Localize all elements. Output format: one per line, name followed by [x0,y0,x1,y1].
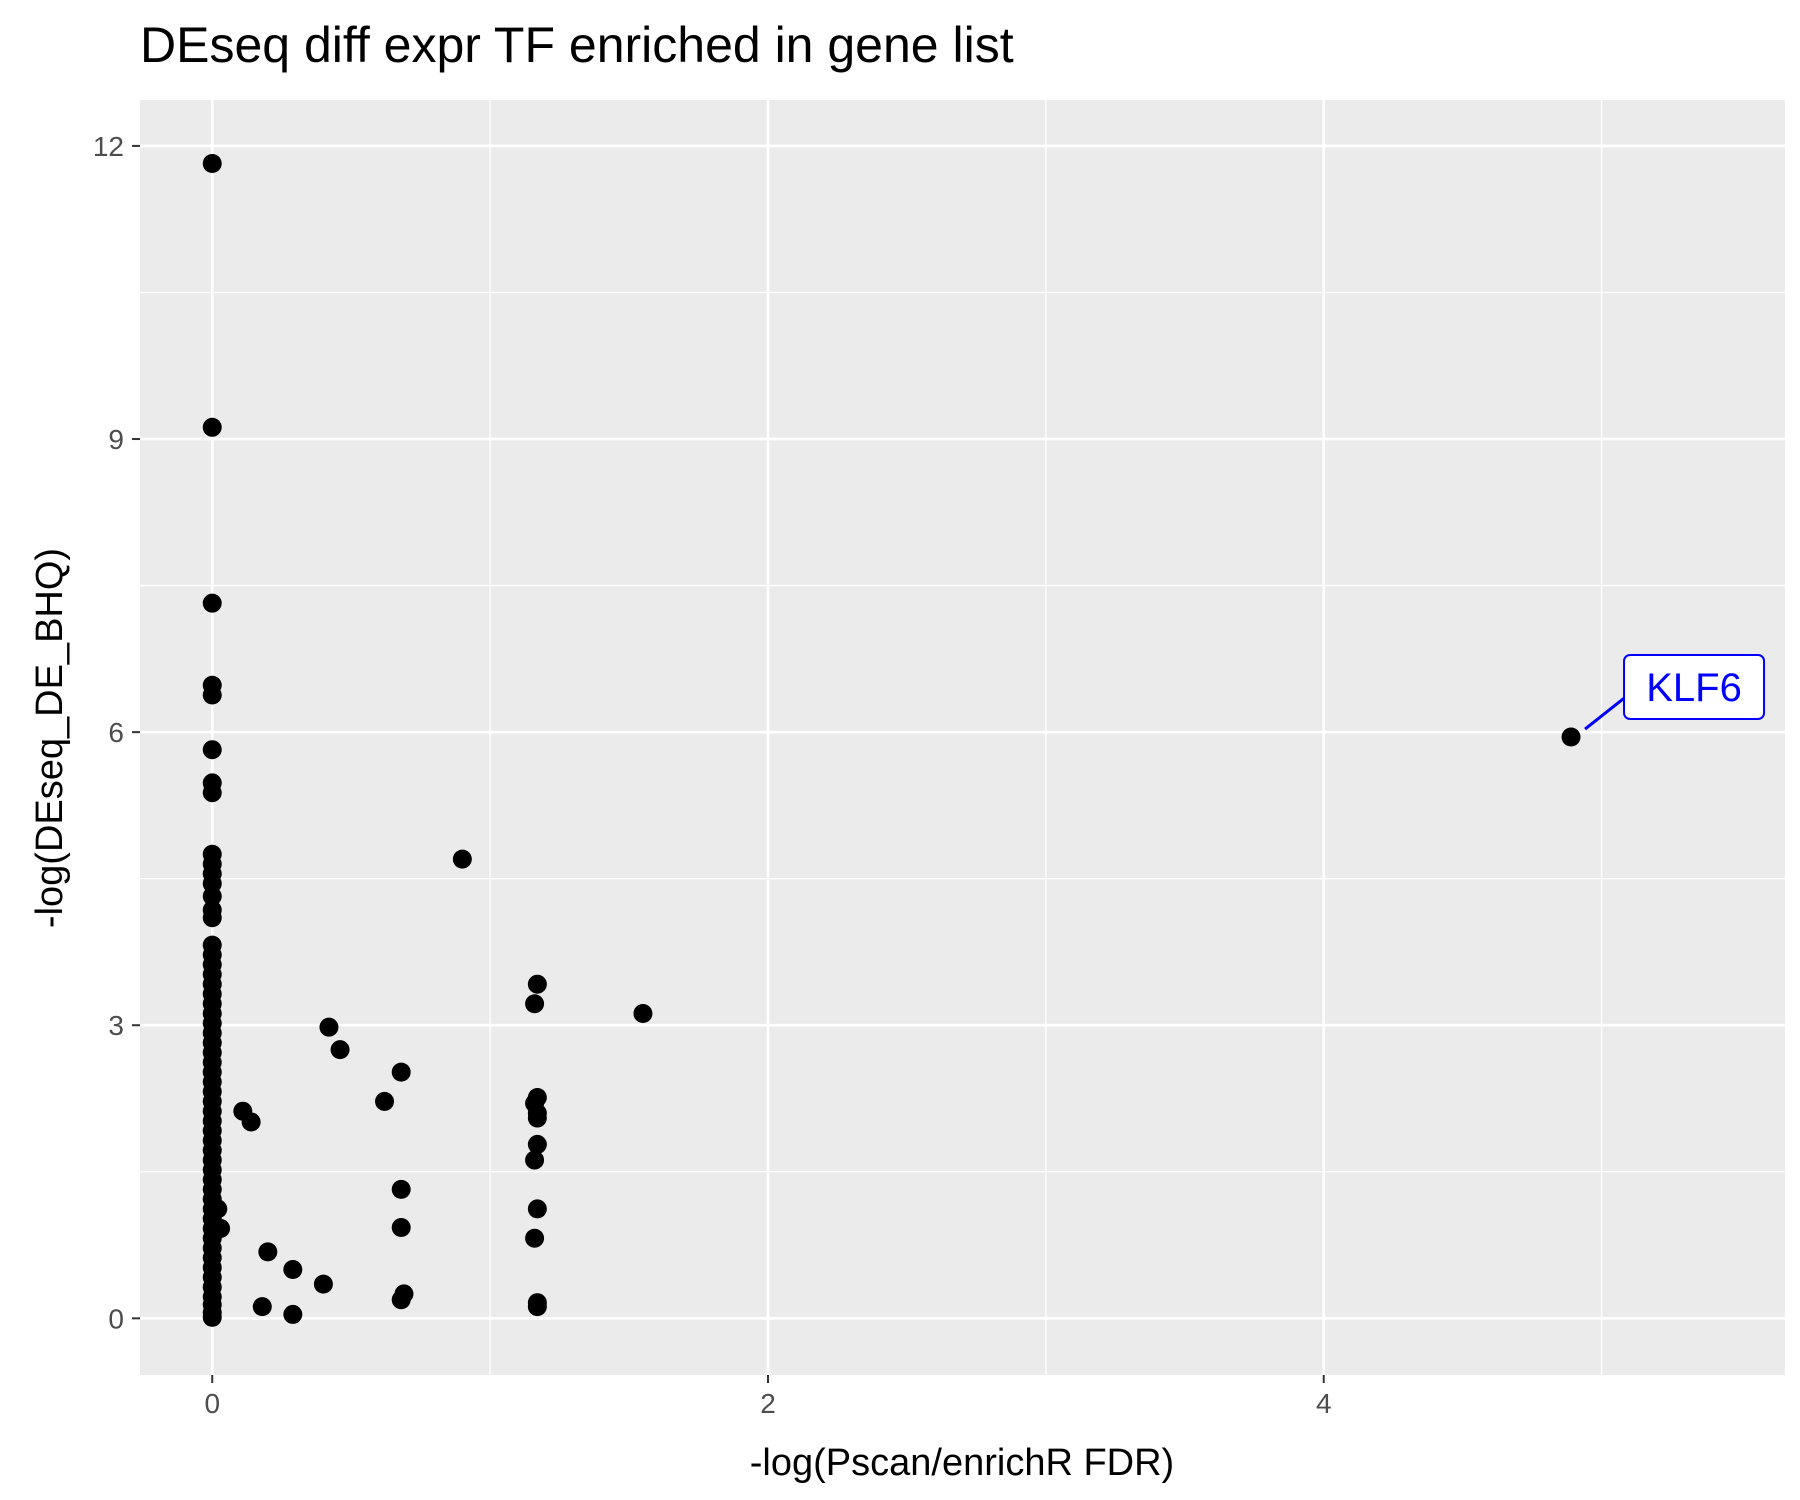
data-point [202,886,222,906]
grid-lines [140,100,1785,1375]
data-point [241,1112,261,1132]
data-point [525,1228,545,1248]
plot-panel [140,100,1785,1375]
data-point [1561,727,1581,747]
data-point [391,1179,411,1199]
annotation-label: KLF6 [1646,666,1742,710]
data-point [527,974,547,994]
data-point [391,1290,411,1310]
y-axis-title: -log(DEseq_DE_BHQ) [29,548,71,928]
y-tick-label: 0 [108,1303,124,1334]
annotation-leader-line [1584,693,1629,731]
y-tick-label: 9 [108,424,124,455]
annotation-label-box [1623,654,1766,721]
data-point [319,1017,339,1037]
data-point [258,1242,278,1262]
x-axis: 0 2 4 [204,1375,1332,1419]
data-point [391,1217,411,1237]
data-point [202,154,222,174]
data-point [202,1307,222,1327]
x-tick-label: 0 [204,1388,220,1419]
chart-title: DEseq diff expr TF enriched in gene list [140,17,1014,73]
data-point [525,994,545,1014]
data-points [202,154,1581,1327]
data-point [527,1134,547,1154]
data-point [527,1199,547,1219]
data-point [375,1091,395,1111]
data-point [525,1150,545,1170]
data-point [452,849,472,869]
data-point [211,1218,231,1238]
y-tick-label: 6 [108,717,124,748]
x-axis-title: -log(Pscan/enrichR FDR) [750,1442,1174,1484]
data-point [527,1088,547,1108]
y-tick-label: 3 [108,1010,124,1041]
data-point [202,740,222,760]
data-point [202,685,222,705]
y-axis: 0 3 6 9 12 [93,131,140,1334]
data-point [202,783,222,803]
data-point [313,1274,333,1294]
data-point [330,1040,350,1060]
x-tick-label: 2 [760,1388,776,1419]
data-point [391,1062,411,1082]
data-point [527,1108,547,1128]
data-point [202,908,222,928]
data-point [252,1297,272,1317]
data-point [283,1304,303,1324]
data-point [633,1004,653,1024]
x-tick-label: 4 [1316,1388,1332,1419]
data-point [202,417,222,437]
data-point [202,593,222,613]
annotations: KLF6 [1584,654,1766,731]
data-point [208,1199,228,1219]
data-point [283,1259,303,1279]
y-tick-label: 12 [93,131,124,162]
data-point [527,1297,547,1317]
